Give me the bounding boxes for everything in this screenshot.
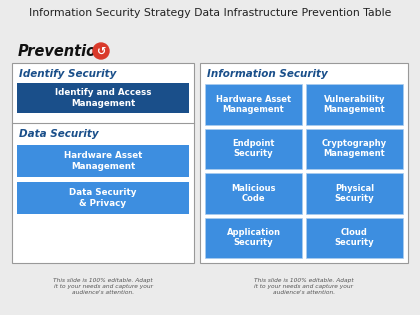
Text: Vulnerability
Management: Vulnerability Management bbox=[324, 94, 386, 114]
FancyBboxPatch shape bbox=[205, 217, 302, 258]
Text: Physical
Security: Physical Security bbox=[335, 184, 374, 203]
Text: Application
Security: Application Security bbox=[226, 228, 281, 248]
Text: Identify Security: Identify Security bbox=[19, 69, 116, 79]
Text: Information Security Strategy Data Infrastructure Prevention Table: Information Security Strategy Data Infra… bbox=[29, 8, 391, 18]
FancyBboxPatch shape bbox=[306, 173, 403, 214]
Text: Cryptography
Management: Cryptography Management bbox=[322, 139, 387, 158]
Text: Data Security
& Privacy: Data Security & Privacy bbox=[69, 188, 137, 208]
Text: Hardware Asset
Management: Hardware Asset Management bbox=[64, 151, 142, 171]
Text: Hardware Asset
Management: Hardware Asset Management bbox=[216, 94, 291, 114]
FancyBboxPatch shape bbox=[205, 173, 302, 214]
FancyBboxPatch shape bbox=[17, 83, 189, 113]
FancyBboxPatch shape bbox=[306, 84, 403, 124]
Text: ↺: ↺ bbox=[96, 47, 106, 56]
FancyBboxPatch shape bbox=[205, 84, 302, 124]
Text: Cloud
Security: Cloud Security bbox=[335, 228, 374, 248]
Text: Identify and Access
Management: Identify and Access Management bbox=[55, 88, 151, 108]
FancyBboxPatch shape bbox=[205, 129, 302, 169]
FancyBboxPatch shape bbox=[200, 63, 408, 263]
Text: This slide is 100% editable. Adapt
it to your needs and capture your
audience's : This slide is 100% editable. Adapt it to… bbox=[254, 278, 354, 295]
Text: Prevention: Prevention bbox=[18, 44, 108, 60]
FancyBboxPatch shape bbox=[17, 145, 189, 177]
Text: This slide is 100% editable. Adapt
it to your needs and capture your
audience's : This slide is 100% editable. Adapt it to… bbox=[53, 278, 153, 295]
Text: Malicious
Code: Malicious Code bbox=[231, 184, 276, 203]
Text: Data Security: Data Security bbox=[19, 129, 99, 139]
FancyBboxPatch shape bbox=[17, 182, 189, 214]
Circle shape bbox=[93, 43, 109, 59]
Text: Endpoint
Security: Endpoint Security bbox=[232, 139, 275, 158]
FancyBboxPatch shape bbox=[306, 217, 403, 258]
Text: Information Security: Information Security bbox=[207, 69, 328, 79]
FancyBboxPatch shape bbox=[12, 63, 194, 263]
FancyBboxPatch shape bbox=[306, 129, 403, 169]
